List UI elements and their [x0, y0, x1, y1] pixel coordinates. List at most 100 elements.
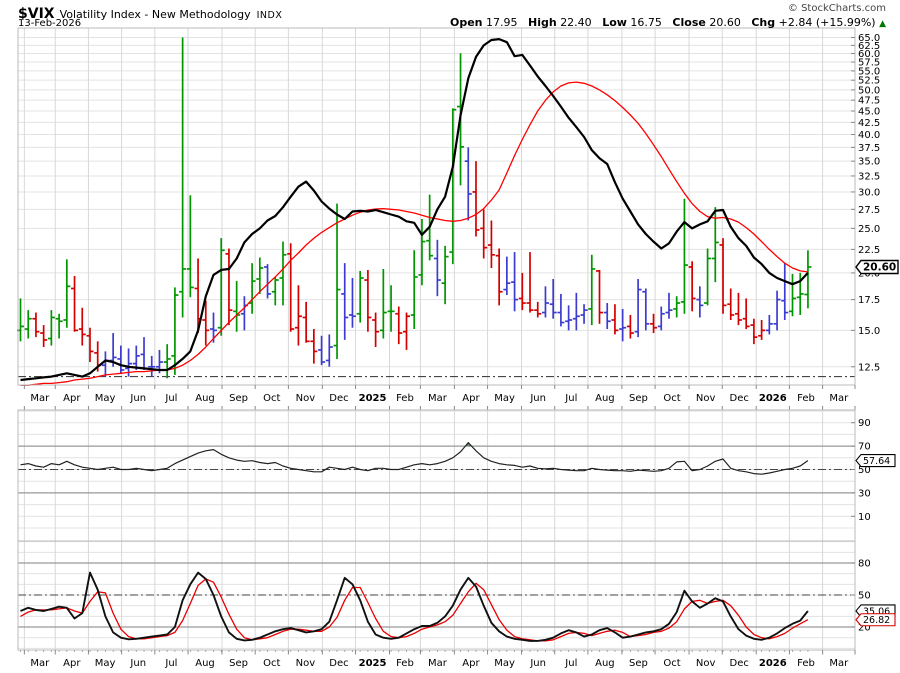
x-axis-bottom: Mar Apr May Jun Jul Aug Sep Oct Nov Dec 2025 Feb Mar…	[20, 650, 856, 669]
svg-text:Nov: Nov	[296, 658, 316, 669]
svg-text:50: 50	[858, 465, 871, 476]
svg-text:Mar: Mar	[30, 658, 50, 669]
svg-text:Aug: Aug	[595, 658, 615, 669]
svg-text:Sep: Sep	[629, 393, 648, 404]
svg-text:Dec: Dec	[730, 393, 749, 404]
close-label: Close	[672, 16, 706, 29]
svg-text:Aug: Aug	[595, 393, 615, 404]
svg-text:Dec: Dec	[329, 658, 348, 669]
svg-text:35.0: 35.0	[858, 157, 880, 168]
quote-bar: Open 17.95 High 22.40 Low 16.75 Close 20…	[450, 16, 886, 29]
svg-text:Jul: Jul	[164, 658, 177, 669]
svg-text:Apr: Apr	[63, 658, 81, 669]
svg-text:Oct: Oct	[663, 393, 680, 404]
svg-text:Nov: Nov	[296, 393, 316, 404]
svg-text:22.5: 22.5	[858, 245, 880, 256]
chg-label: Chg	[751, 16, 776, 29]
chart-date: 13-Feb-2026	[18, 18, 82, 29]
high-value: 22.40	[560, 16, 592, 29]
svg-text:Nov: Nov	[696, 393, 716, 404]
svg-text:Mar: Mar	[829, 658, 849, 669]
svg-text:50.0: 50.0	[858, 85, 880, 96]
open-label: Open	[449, 16, 483, 29]
svg-text:Dec: Dec	[329, 393, 348, 404]
svg-text:Feb: Feb	[396, 393, 414, 404]
svg-text:Sep: Sep	[629, 658, 648, 669]
svg-text:35.06: 35.06	[863, 606, 890, 617]
low-value: 16.75	[630, 16, 662, 29]
svg-text:Mar: Mar	[428, 393, 448, 404]
svg-text:37.5: 37.5	[858, 143, 880, 154]
svg-text:20.60: 20.60	[863, 262, 896, 274]
high-label: High	[528, 16, 557, 29]
svg-text:52.5: 52.5	[858, 76, 880, 87]
svg-text:90: 90	[858, 418, 871, 429]
svg-text:Mar: Mar	[428, 658, 448, 669]
svg-text:65.0: 65.0	[858, 33, 880, 44]
svg-text:42.5: 42.5	[858, 118, 880, 129]
main-price-panel: 65.062.560.057.555.052.550.047.545.042.5…	[17, 27, 880, 386]
svg-text:Apr: Apr	[462, 658, 480, 669]
svg-text:Apr: Apr	[462, 393, 480, 404]
svg-text:62.5: 62.5	[858, 41, 880, 52]
svg-text:47.5: 47.5	[858, 96, 880, 107]
page-title: Volatility Index - New Methodology	[59, 8, 251, 21]
svg-text:40.0: 40.0	[858, 130, 880, 141]
symbol-label: $VIX	[18, 6, 55, 22]
svg-text:Aug: Aug	[195, 393, 215, 404]
svg-text:45.0: 45.0	[858, 106, 880, 117]
chart-header: $VIX Volatility Index - New Methodology IN…	[18, 3, 282, 22]
close-value: 20.60	[709, 16, 741, 29]
exchange-label: INDX	[256, 10, 283, 21]
rsi-panel: 90 70 50 30 10	[17, 409, 871, 542]
svg-text:Jun: Jun	[529, 658, 546, 669]
svg-text:Jul: Jul	[564, 393, 577, 404]
svg-text:Feb: Feb	[396, 658, 414, 669]
svg-text:Jul: Jul	[564, 658, 577, 669]
open-value: 17.95	[486, 16, 518, 29]
stochastic-panel: 80 50 20	[17, 540, 871, 651]
svg-text:Jun: Jun	[129, 658, 146, 669]
svg-text:Feb: Feb	[797, 658, 815, 669]
svg-text:Mar: Mar	[829, 393, 849, 404]
svg-text:10: 10	[858, 512, 871, 523]
svg-text:Mar: Mar	[30, 393, 50, 404]
svg-text:May: May	[95, 393, 116, 404]
svg-text:20: 20	[858, 623, 871, 634]
svg-text:55.0: 55.0	[858, 66, 880, 77]
svg-text:May: May	[494, 658, 515, 669]
svg-text:30: 30	[858, 488, 871, 499]
svg-text:Oct: Oct	[663, 658, 680, 669]
svg-text:Dec: Dec	[730, 658, 749, 669]
x-axis-top: Mar Apr May Jun Jul Aug Sep Oct Nov Dec 2025 Feb Mar…	[23, 385, 856, 410]
svg-text:Feb: Feb	[797, 393, 815, 404]
svg-text:15.0: 15.0	[858, 326, 880, 337]
svg-text:Sep: Sep	[229, 393, 248, 404]
svg-text:2026: 2026	[759, 658, 787, 669]
svg-text:70: 70	[858, 442, 871, 453]
svg-text:Aug: Aug	[195, 658, 215, 669]
svg-text:Nov: Nov	[696, 658, 716, 669]
svg-text:25.0: 25.0	[858, 224, 880, 235]
copyright-link[interactable]: © StockCharts.com	[787, 3, 886, 14]
svg-text:Jun: Jun	[129, 393, 146, 404]
svg-text:2026: 2026	[759, 393, 787, 404]
svg-text:May: May	[494, 393, 515, 404]
svg-text:30.0: 30.0	[858, 187, 880, 198]
up-triangle-icon: ▲	[879, 19, 886, 29]
svg-text:12.5: 12.5	[858, 362, 880, 373]
chg-value: +2.84 (+15.99%)	[778, 16, 876, 29]
svg-text:Jun: Jun	[529, 393, 546, 404]
svg-text:Apr: Apr	[63, 393, 81, 404]
svg-text:57.64: 57.64	[863, 456, 890, 467]
svg-text:Sep: Sep	[229, 658, 248, 669]
svg-text:32.5: 32.5	[858, 171, 880, 182]
svg-text:2025: 2025	[359, 393, 387, 404]
svg-text:27.5: 27.5	[858, 205, 880, 216]
svg-text:Jul: Jul	[164, 393, 177, 404]
svg-text:50: 50	[858, 591, 871, 602]
svg-text:Oct: Oct	[263, 658, 280, 669]
